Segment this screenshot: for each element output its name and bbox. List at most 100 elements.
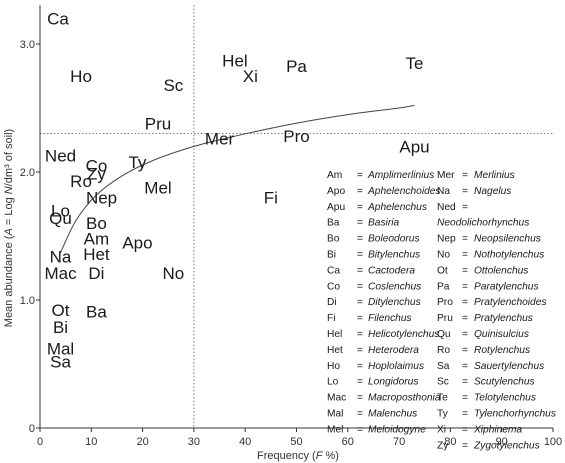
legend-abbr: Di [327, 297, 337, 308]
legend-equals: = [462, 186, 468, 197]
legend-equals: = [357, 345, 363, 356]
point-label-hel: Hel [222, 52, 248, 71]
legend-genus: Aphelenchus [367, 202, 427, 213]
legend-entry-het: Het = Heterodera [327, 345, 419, 356]
legend-entry-no: No = Nothotylenchus [437, 250, 544, 261]
legend-equals: = [462, 393, 468, 404]
legend-entry-lo: Lo = Longidorus [327, 377, 418, 388]
y-tick-label: 3.0 [20, 39, 35, 51]
legend-genus: Nothotylenchus [474, 250, 544, 261]
x-tick-label: 90 [496, 436, 508, 448]
legend-abbr: Apo [327, 186, 345, 197]
legend-abbr: Ca [327, 265, 340, 276]
legend-abbr: No [437, 250, 450, 261]
legend-equals: = [462, 313, 468, 324]
legend-equals: = [357, 186, 363, 197]
legend-entry-ot: Ot = Ottolenchus [437, 265, 528, 276]
point-label-mac: Mac [44, 264, 77, 283]
legend-entry-ro: Ro = Rotylenchus [437, 345, 530, 356]
legend-abbr: Mel [327, 424, 343, 435]
legend-entry-sa: Sa = Sauertylenchus [437, 361, 544, 372]
legend-genus: Amplimerlinius [367, 170, 434, 181]
legend-equals: = [357, 218, 363, 229]
point-label-sa: Sa [50, 352, 71, 371]
legend-equals: = [357, 424, 363, 435]
legend-entry-co: Co = Coslenchus [327, 281, 421, 292]
legend-abbr: Sc [437, 377, 449, 388]
point-label-zy: Zy [87, 164, 106, 183]
legend-entry-fi: Fi = Filenchus [327, 313, 412, 324]
point-label-pa: Pa [286, 57, 307, 76]
x-tick-label: 70 [393, 436, 405, 448]
legend-entry-am: Am = Amplimerlinius [327, 170, 434, 181]
point-label-am: Am [84, 230, 110, 249]
x-tick-label: 40 [239, 436, 251, 448]
x-tick-label: 30 [188, 436, 200, 448]
legend-entry-mel: Mel = Meloidogyne [327, 424, 426, 435]
legend-genus: Scutylenchus [474, 377, 535, 388]
legend-entry-te: Te = Telotylenchus [437, 393, 536, 404]
legend-entry-di: Di = Ditylenchus [327, 297, 421, 308]
legend-equals: = [462, 234, 468, 245]
legend-entry-hel: Hel = Helicotylenchus [327, 329, 439, 340]
legend-equals: = [357, 393, 363, 404]
legend-entry-ty: Ty = Tylenchorhynchus [437, 409, 556, 420]
legend-abbr: Ot [437, 265, 448, 276]
legend-entry-ca: Ca = Cactodera [327, 265, 415, 276]
legend-equals: = [462, 265, 468, 276]
legend-equals: = [357, 313, 363, 324]
legend-abbr: Zy [437, 440, 449, 451]
reference-lines [40, 5, 553, 428]
legend-abbr: Xi [437, 424, 446, 435]
legend-entry-apu: Apu = Aphelenchus [327, 202, 427, 213]
point-label-ot: Ot [52, 301, 70, 320]
legend-genus: Pratylenchoides [474, 297, 547, 308]
legend-genus: Xiphinema [473, 424, 522, 435]
legend-abbr: Ty [437, 409, 449, 420]
legend-entry-mac: Mac = Macroposthonia [327, 393, 441, 404]
legend-abbr: Co [327, 281, 340, 292]
point-label-ca: Ca [47, 9, 69, 28]
y-tick-label: 2.0 [20, 167, 35, 179]
legend-abbr: Pru [437, 313, 453, 324]
x-tick-label: 60 [342, 436, 354, 448]
axes: 0 10 20 30 40 50 60 70 80 90 100 0 1.0 2.0 3.0 [20, 5, 562, 448]
legend-equals: = [462, 170, 468, 181]
legend-entry-pro: Pro = Pratylenchoides [437, 297, 547, 308]
legend-abbr: Mac [327, 393, 346, 404]
legend-genus: Rotylenchus [474, 345, 530, 356]
point-label-lo: Lo [51, 201, 70, 220]
legend-equals: = [462, 250, 468, 261]
legend-entry-sc: Sc = Scutylenchus [437, 377, 535, 388]
point-label-di: Di [88, 264, 104, 283]
legend-equals: = [357, 329, 363, 340]
legend-genus: Neodolichorhynchus [437, 218, 529, 229]
legend-equals: = [462, 440, 468, 451]
legend-genus: Zygotylenchus [473, 440, 540, 451]
legend-equals: = [357, 265, 363, 276]
point-label-ned: Ned [45, 146, 76, 165]
legend-equals: = [462, 361, 468, 372]
legend-abbr: Na [437, 186, 450, 197]
legend-equals: = [462, 329, 468, 340]
legend-abbr: Ba [327, 218, 340, 229]
point-label-pru: Pru [145, 114, 171, 133]
x-tick-label: 10 [85, 436, 97, 448]
legend-entry-mal: Mal = Malenchus [327, 409, 417, 420]
legend-genus: Meloidogyne [368, 424, 426, 435]
legend-abbr: Nep [437, 234, 456, 245]
point-label-ba: Ba [86, 303, 107, 322]
legend-equals: = [462, 297, 468, 308]
legend-abbr: Hel [327, 329, 342, 340]
legend-entry-qu: Qu = Quinisulcius [437, 329, 529, 340]
point-label-na: Na [50, 247, 72, 266]
x-tick-label: 50 [290, 436, 302, 448]
y-tick-label: 0 [29, 423, 35, 435]
legend-abbr: Pro [437, 297, 453, 308]
legend-entry-pru: Pru = Pratylenchus [437, 313, 533, 324]
legend-equals: = [357, 250, 363, 261]
legend-abbr: Sa [437, 361, 450, 372]
x-axis-title: Frequency (F %) [257, 450, 339, 462]
